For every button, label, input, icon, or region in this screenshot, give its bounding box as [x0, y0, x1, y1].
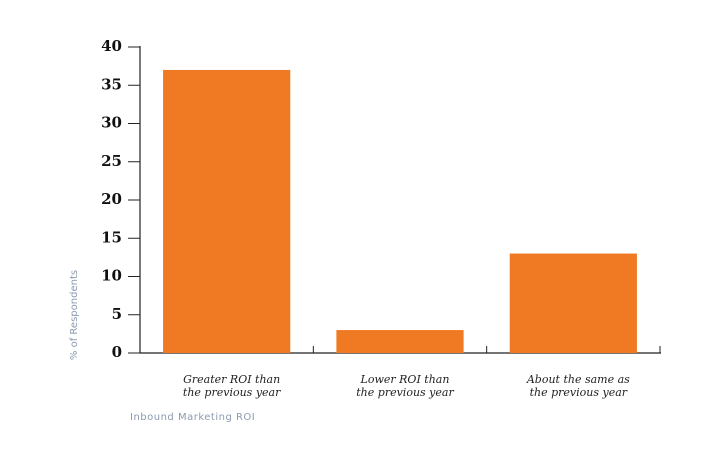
- bar: [163, 69, 291, 353]
- y-tick-label: 5: [112, 305, 122, 323]
- y-axis-title: % of Respondents: [69, 270, 80, 360]
- y-tick-label: 40: [101, 37, 122, 55]
- y-tick-label: 30: [101, 114, 122, 132]
- y-tick-label: 20: [101, 190, 122, 208]
- y-tick-label: 25: [101, 152, 122, 170]
- bar: [509, 253, 637, 353]
- y-tick-label: 0: [112, 343, 122, 361]
- x-tick-label: Greater ROI than the previous year: [182, 373, 281, 399]
- y-tick-label: 15: [101, 228, 122, 246]
- y-tick-label: 35: [101, 75, 122, 93]
- y-tick-label: 10: [101, 267, 122, 285]
- x-tick-label: About the same as the previous year: [526, 373, 630, 399]
- bar: [336, 330, 464, 353]
- x-tick-label: Lower ROI than the previous year: [356, 373, 454, 399]
- x-axis-title: Inbound Marketing ROI: [130, 412, 256, 423]
